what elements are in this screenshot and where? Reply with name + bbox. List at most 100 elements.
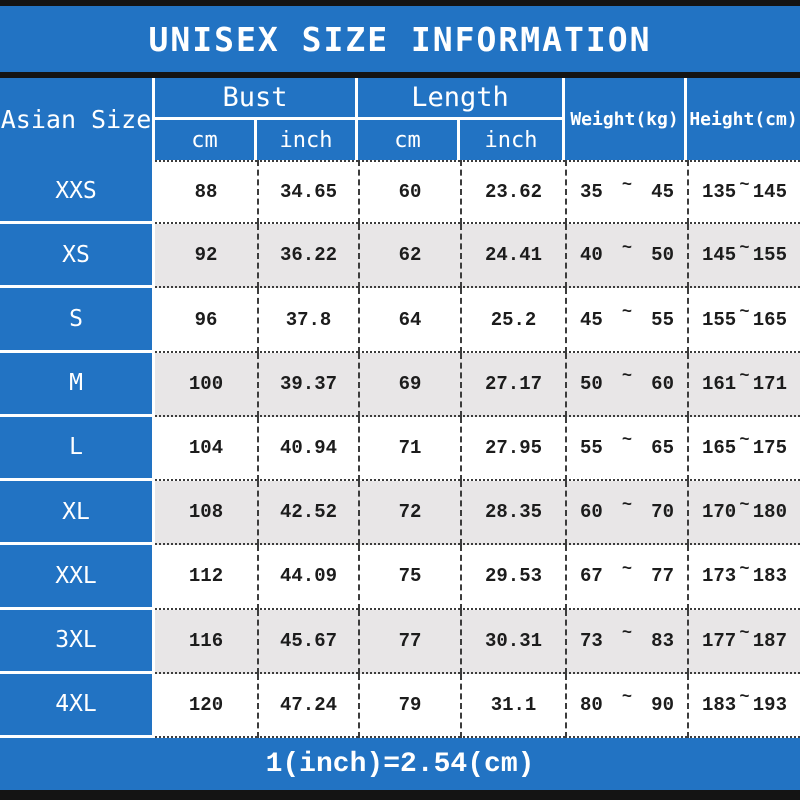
tilde-separator: ~ xyxy=(739,431,750,451)
tilde-separator: ~ xyxy=(621,495,633,515)
tilde-separator: ~ xyxy=(739,303,750,323)
col-header-height: Height(cm) xyxy=(687,78,800,160)
weight-max: 55 xyxy=(651,308,674,331)
col-header-weight: Weight(kg) xyxy=(565,78,687,160)
weight-min: 55 xyxy=(580,436,603,459)
tilde-separator: ~ xyxy=(739,688,750,708)
tilde-separator: ~ xyxy=(621,303,633,323)
col-header-bust-cm: cm xyxy=(155,120,257,160)
length-cm-value: 60 xyxy=(358,160,460,225)
bust-cm-value: 96 xyxy=(155,288,257,353)
height-range: 173 ~ 183 xyxy=(687,545,800,610)
bust-cm-value: 116 xyxy=(155,609,257,674)
bottom-frame-bar xyxy=(0,790,800,800)
length-cm-value: 64 xyxy=(358,288,460,353)
bust-cm-value: 112 xyxy=(155,545,257,610)
weight-max: 90 xyxy=(651,693,674,716)
table-row: XL 108 42.52 72 28.35 60 ~ 70 170 ~ 180 xyxy=(0,481,800,546)
length-inch-value: 25.2 xyxy=(460,288,565,353)
height-max: 175 xyxy=(752,436,787,459)
bust-inch-value: 37.8 xyxy=(257,288,358,353)
height-range: 161 ~ 171 xyxy=(687,352,800,417)
size-label: XL xyxy=(0,481,155,546)
bust-cm-value: 88 xyxy=(155,160,257,225)
bust-inch-value: 45.67 xyxy=(257,609,358,674)
length-inch-value: 29.53 xyxy=(460,545,565,610)
table-row: M 100 39.37 69 27.17 50 ~ 60 161 ~ 171 xyxy=(0,352,800,417)
table-row: XXL 112 44.09 75 29.53 67 ~ 77 173 ~ 183 xyxy=(0,545,800,610)
bust-inch-value: 39.37 xyxy=(257,352,358,417)
height-range: 165 ~ 175 xyxy=(687,416,800,482)
height-range: 145 ~ 155 xyxy=(687,224,800,289)
tilde-separator: ~ xyxy=(621,367,633,387)
weight-max: 50 xyxy=(651,244,674,267)
tilde-separator: ~ xyxy=(621,238,633,258)
length-inch-value: 27.17 xyxy=(460,352,565,417)
table-row: XS 92 36.22 62 24.41 40 ~ 50 145 ~ 155 xyxy=(0,224,800,289)
tilde-separator: ~ xyxy=(739,367,750,387)
weight-range: 67 ~ 77 xyxy=(565,545,687,610)
tilde-separator: ~ xyxy=(621,624,633,644)
length-inch-value: 28.35 xyxy=(460,481,565,546)
size-label: XS xyxy=(0,224,155,289)
table-row: 4XL 120 47.24 79 31.1 80 ~ 90 183 ~ 193 xyxy=(0,673,800,738)
bust-cm-value: 104 xyxy=(155,416,257,482)
length-cm-value: 72 xyxy=(358,481,460,546)
bust-inch-value: 42.52 xyxy=(257,481,358,546)
weight-range: 45 ~ 55 xyxy=(565,288,687,353)
height-min: 173 xyxy=(702,565,737,588)
bust-inch-value: 36.22 xyxy=(257,224,358,289)
length-cm-value: 79 xyxy=(358,673,460,738)
tilde-separator: ~ xyxy=(739,238,750,258)
col-header-length: Length xyxy=(358,78,565,120)
col-header-bust-inch: inch xyxy=(257,120,358,160)
size-label: XXL xyxy=(0,545,155,610)
title-separator-bar xyxy=(0,72,800,78)
title-band: UNISEX SIZE INFORMATION xyxy=(0,6,800,72)
weight-min: 50 xyxy=(580,372,603,395)
height-max: 193 xyxy=(752,693,787,716)
height-min: 183 xyxy=(702,693,737,716)
height-range: 155 ~ 165 xyxy=(687,288,800,353)
weight-range: 50 ~ 60 xyxy=(565,352,687,417)
weight-min: 60 xyxy=(580,501,603,524)
bust-inch-value: 44.09 xyxy=(257,545,358,610)
weight-range: 80 ~ 90 xyxy=(565,673,687,738)
weight-min: 73 xyxy=(580,629,603,652)
size-label: 4XL xyxy=(0,673,155,738)
height-max: 165 xyxy=(752,308,787,331)
table-body: XXS 88 34.65 60 23.62 35 ~ 45 135 ~ 145 … xyxy=(0,160,800,738)
conversion-note: 1(inch)=2.54(cm) xyxy=(265,748,535,780)
height-min: 170 xyxy=(702,501,737,524)
weight-max: 77 xyxy=(651,565,674,588)
tilde-separator: ~ xyxy=(621,431,633,451)
length-cm-value: 71 xyxy=(358,416,460,482)
size-label: M xyxy=(0,352,155,417)
height-min: 165 xyxy=(702,436,737,459)
table-row: S 96 37.8 64 25.2 45 ~ 55 155 ~ 165 xyxy=(0,288,800,353)
bust-inch-value: 40.94 xyxy=(257,416,358,482)
length-inch-value: 31.1 xyxy=(460,673,565,738)
tilde-separator: ~ xyxy=(739,175,750,195)
bust-cm-value: 108 xyxy=(155,481,257,546)
weight-range: 40 ~ 50 xyxy=(565,224,687,289)
table-row: 3XL 116 45.67 77 30.31 73 ~ 83 177 ~ 187 xyxy=(0,609,800,674)
weight-range: 60 ~ 70 xyxy=(565,481,687,546)
height-max: 183 xyxy=(752,565,787,588)
bust-inch-value: 47.24 xyxy=(257,673,358,738)
bust-inch-value: 34.65 xyxy=(257,160,358,225)
col-header-asian-size: Asian Size xyxy=(0,78,155,160)
length-inch-value: 24.41 xyxy=(460,224,565,289)
size-label: 3XL xyxy=(0,609,155,674)
top-frame-bar xyxy=(0,0,800,6)
bust-cm-value: 92 xyxy=(155,224,257,289)
weight-max: 60 xyxy=(651,372,674,395)
length-inch-value: 23.62 xyxy=(460,160,565,225)
length-cm-value: 69 xyxy=(358,352,460,417)
weight-min: 45 xyxy=(580,308,603,331)
height-min: 155 xyxy=(702,308,737,331)
weight-min: 80 xyxy=(580,693,603,716)
weight-min: 35 xyxy=(580,181,603,204)
tilde-separator: ~ xyxy=(739,624,750,644)
